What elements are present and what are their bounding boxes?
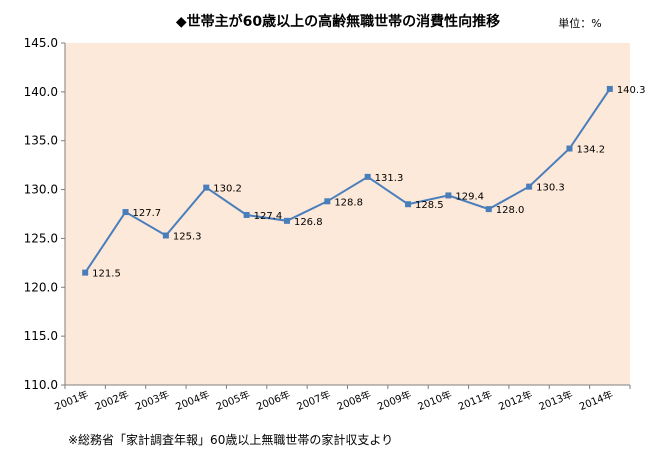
data-label: 125.3 [173,231,202,242]
data-label: 128.0 [496,205,525,216]
data-label: 127.7 [133,208,162,219]
data-label: 127.4 [254,211,283,222]
x-tick-label: 2007年 [295,388,333,413]
data-label: 128.8 [334,197,363,208]
data-label: 130.2 [213,184,242,195]
data-point [445,192,452,199]
y-axis-ticks: 145.0 140.0 135.0 130.0 125.0 120.0 115.0 110.0 [24,36,65,392]
data-point [122,209,129,216]
unit-label: 単位：% [558,16,601,30]
x-tick-label: 2004年 [174,388,212,413]
y-tick-label: 140.0 [24,85,58,99]
y-tick-label: 130.0 [24,183,58,197]
data-label: 140.3 [617,85,646,96]
x-tick-label: 2009年 [375,388,413,413]
data-label: 128.5 [415,200,444,211]
data-label: 129.4 [455,191,484,202]
data-point [324,198,331,205]
data-labels: 121.5 127.7 125.3 130.2 127.4 126.8 128.8 131.3… [92,85,645,280]
x-tick-label: 2008年 [335,388,373,413]
series-line [84,88,611,274]
x-tick-label: 2001年 [53,388,91,413]
y-tick-label: 115.0 [24,329,58,343]
x-tick-label: 2011年 [456,388,494,413]
data-label: 134.2 [576,145,605,156]
x-tick-label: 2003年 [133,388,171,413]
y-tick-label: 135.0 [24,134,58,148]
data-label: 126.8 [294,217,323,228]
data-point [606,85,613,92]
plot-area [65,43,630,385]
data-point [203,184,210,191]
data-label: 121.5 [92,269,121,280]
x-axis-ticks: 2001年 2002年 2003年 2004年 2005年 2006年 2007年 2008年… [53,385,631,413]
data-label: 131.3 [375,173,404,184]
data-point [243,211,250,218]
y-tick-label: 145.0 [24,36,58,50]
data-point [405,201,412,208]
data-point [526,183,533,190]
x-tick-label: 2005年 [214,388,252,413]
data-point [364,173,371,180]
data-label: 130.3 [536,183,565,194]
x-tick-label: 2002年 [93,388,131,413]
x-tick-label: 2014年 [577,388,615,413]
data-point [485,206,492,213]
data-point [82,269,89,276]
x-tick-label: 2006年 [254,388,292,413]
y-tick-label: 125.0 [24,231,58,245]
x-tick-label: 2010年 [416,388,454,413]
x-tick-label: 2012年 [496,388,534,413]
x-tick-label: 2013年 [537,388,575,413]
data-point [283,217,290,224]
y-tick-label: 110.0 [24,378,58,392]
source-note: ※総務省「家計調査年報」60歳以上無職世帯の家計収支より [68,432,393,447]
data-point [162,232,169,239]
data-points [82,85,613,276]
data-point [566,145,573,152]
y-tick-label: 120.0 [24,280,58,294]
chart-title: ◆世帯主が60歳以上の高齢無職世帯の消費性向推移 [176,13,500,30]
